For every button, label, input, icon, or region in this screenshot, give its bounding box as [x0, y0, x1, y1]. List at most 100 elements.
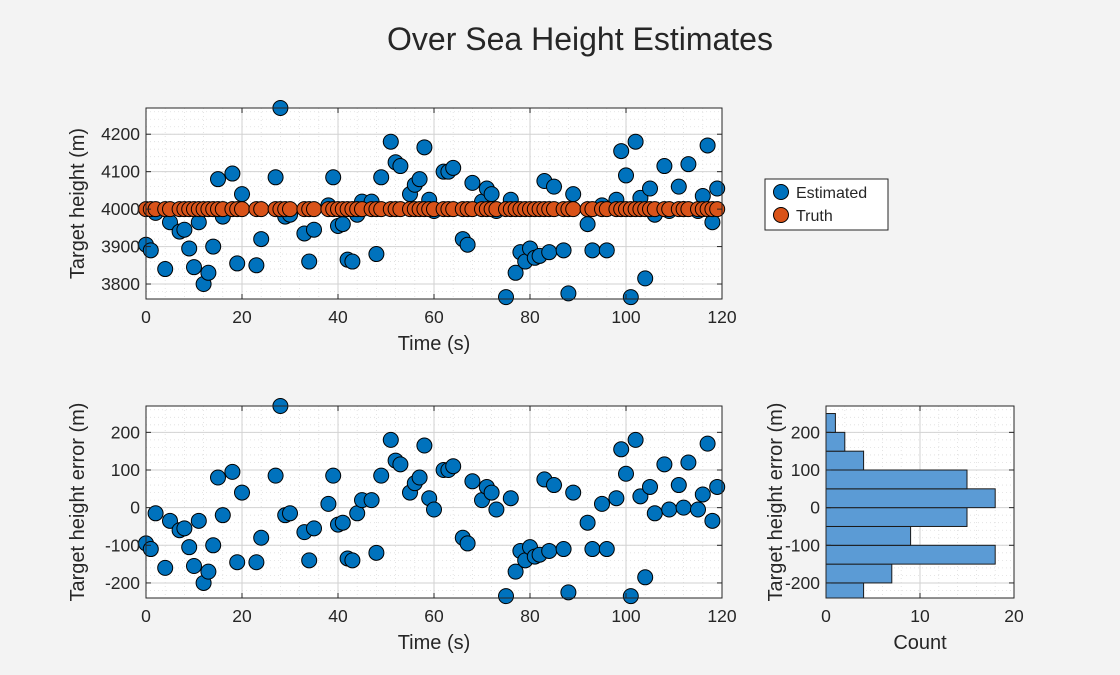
x-axis-label: Count [893, 632, 947, 654]
error-point [613, 441, 630, 458]
error-point [176, 520, 193, 537]
x-tick-label: 60 [424, 606, 444, 626]
legend-label-truth: Truth [796, 208, 833, 225]
error-point [627, 431, 644, 448]
error-point [546, 477, 562, 494]
estimated-point [680, 156, 697, 173]
error-point [694, 486, 711, 503]
truth-point [253, 201, 270, 218]
histogram-bar [826, 450, 865, 471]
error-point [622, 588, 639, 605]
error-point [661, 501, 678, 518]
error-point [248, 554, 265, 571]
x-tick-label: 20 [1004, 606, 1024, 626]
estimated-point [699, 137, 716, 154]
estimated-point [157, 261, 174, 278]
estimated-point [416, 139, 433, 156]
y-tick-label: 200 [111, 422, 140, 442]
histogram-bar [826, 582, 865, 598]
y-tick-label: 0 [130, 498, 140, 518]
estimated-point [613, 143, 630, 160]
x-axis-label: Time (s) [398, 333, 471, 355]
error-point [210, 469, 226, 486]
estimated-point [579, 216, 596, 233]
error-point [214, 507, 231, 524]
x-tick-label: 100 [611, 606, 640, 626]
estimated-point [565, 186, 582, 203]
x-tick-label: 40 [328, 307, 348, 327]
error-point [306, 520, 322, 537]
y-tick-label: -200 [105, 573, 140, 593]
histogram-bars [826, 413, 996, 598]
error-point [670, 477, 687, 494]
error-point [464, 473, 481, 490]
estimated-point [210, 171, 226, 188]
y-tick-label: 0 [810, 498, 820, 518]
x-tick-label: 0 [821, 606, 831, 626]
axes-histogram: 0 10 20 -200 -100 0 100 200 Count Target height e… [765, 403, 1024, 654]
error-point [498, 588, 514, 605]
error-point [608, 490, 625, 507]
error-point [190, 512, 207, 529]
error-point [584, 541, 601, 558]
estimated-point [555, 242, 572, 259]
error-point [632, 488, 649, 505]
y-tick-label: -100 [105, 535, 140, 555]
histogram-bar [826, 488, 996, 509]
error-point [555, 541, 572, 558]
error-point [488, 501, 505, 518]
estimated-point [325, 169, 342, 186]
estimated-point [411, 171, 428, 188]
estimated-point [224, 165, 241, 182]
error-point [301, 552, 318, 569]
histogram-bar [826, 563, 893, 584]
estimated-point [205, 238, 222, 255]
estimated-point [229, 255, 246, 272]
estimated-point [618, 167, 634, 184]
error-point [618, 465, 634, 482]
x-tick-label: 40 [328, 606, 348, 626]
estimated-point [541, 244, 558, 261]
histogram-bar [826, 413, 836, 433]
error-point [426, 501, 442, 518]
estimated-point [382, 133, 399, 150]
x-tick-label: 10 [910, 606, 930, 626]
error-point [200, 563, 217, 580]
error-point [565, 484, 582, 501]
error-point [267, 467, 284, 484]
error-point [675, 499, 692, 516]
legend-marker-estimated [773, 184, 789, 200]
error-point [416, 437, 433, 454]
estimated-point [373, 169, 390, 186]
error-point [229, 554, 246, 571]
error-point [680, 454, 697, 471]
error-point [594, 495, 610, 512]
error-point [368, 544, 385, 561]
error-point [234, 484, 250, 501]
estimated-point [306, 221, 322, 238]
y-axis-label: Target height error (m) [765, 403, 787, 602]
error-point [382, 431, 399, 448]
x-tick-label: 80 [520, 307, 540, 327]
error-point [709, 478, 726, 495]
figure-title: Over Sea Height Estimates [387, 21, 773, 57]
estimated-point [507, 264, 524, 281]
error-point [642, 478, 658, 495]
estimated-point [301, 253, 318, 270]
estimated-point [200, 264, 217, 281]
error-point [411, 469, 428, 486]
error-point [507, 563, 524, 580]
estimated-point [546, 178, 562, 195]
histogram-bar [826, 525, 912, 546]
x-tick-label: 60 [424, 307, 444, 327]
estimated-point [344, 253, 361, 270]
estimated-point [248, 257, 265, 274]
error-point [598, 541, 615, 558]
estimated-point [656, 158, 673, 175]
y-tick-label: 4100 [101, 162, 140, 182]
y-tick-label: 4000 [101, 199, 140, 219]
estimated-point [709, 180, 726, 197]
error-point [445, 458, 462, 475]
axes-height: 0 20 40 60 80 100 120 3800 3900 4000 4100 4200 Time … [67, 100, 737, 355]
